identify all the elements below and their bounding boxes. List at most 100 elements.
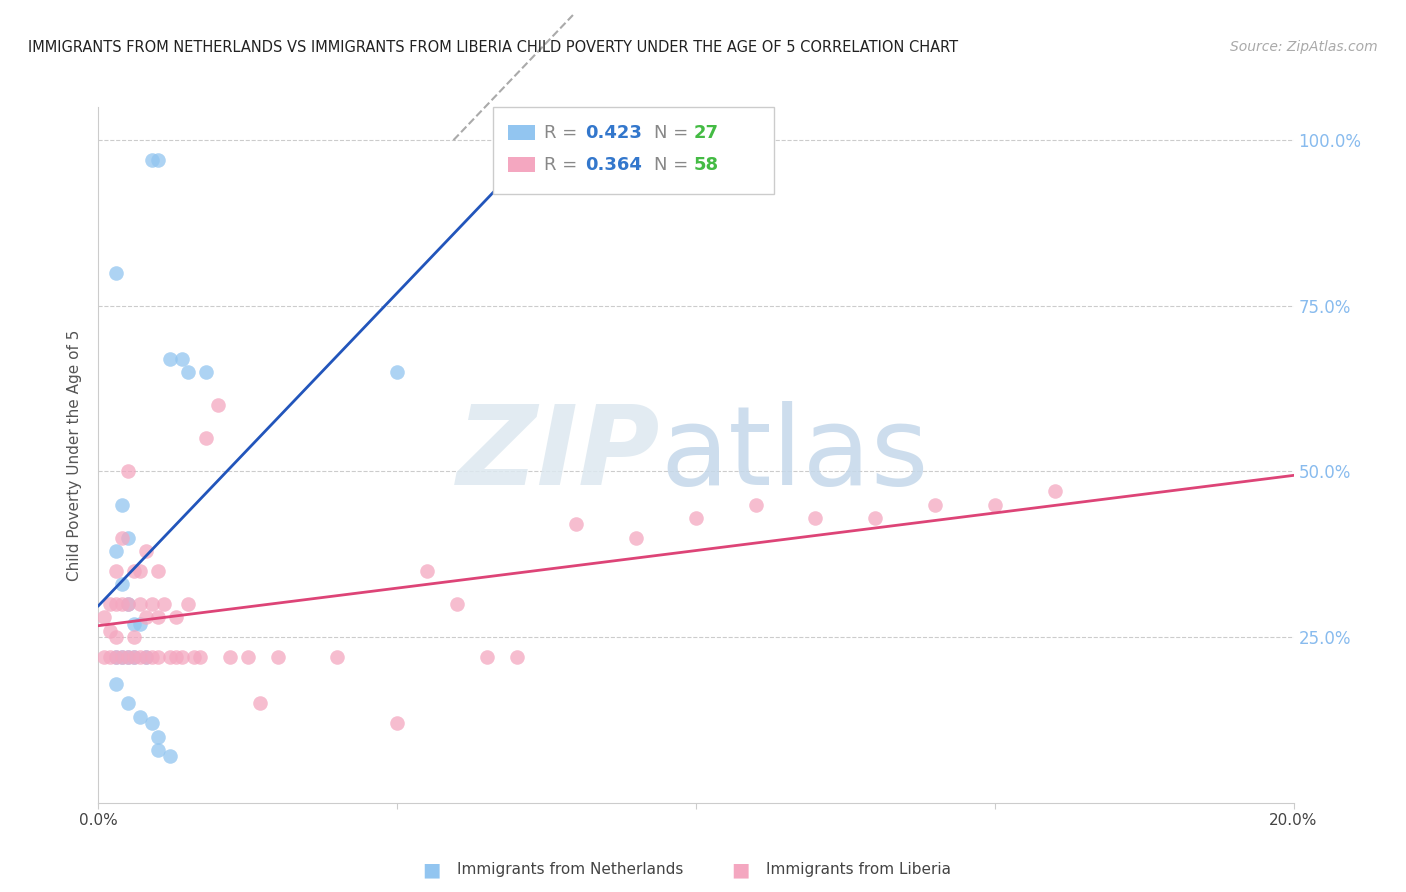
Point — [135, 544, 157, 558]
Point — [129, 616, 152, 631]
Point — [165, 610, 187, 624]
Point — [159, 749, 181, 764]
Point — [98, 624, 122, 638]
Point — [984, 498, 1007, 512]
Point — [105, 544, 128, 558]
Point — [105, 630, 128, 644]
Point — [924, 498, 946, 512]
Point — [475, 650, 498, 665]
Point — [98, 650, 122, 665]
Point — [446, 597, 468, 611]
Text: N =: N = — [654, 156, 695, 174]
Point — [117, 465, 139, 479]
Point — [141, 597, 163, 611]
Point — [129, 597, 152, 611]
Point — [124, 616, 146, 631]
Text: atlas: atlas — [661, 401, 928, 508]
Text: Source: ZipAtlas.com: Source: ZipAtlas.com — [1230, 40, 1378, 54]
FancyBboxPatch shape — [509, 157, 534, 172]
Point — [148, 743, 170, 757]
Point — [249, 697, 271, 711]
Point — [141, 650, 163, 665]
Point — [148, 730, 170, 744]
Point — [105, 650, 128, 665]
Point — [148, 153, 170, 167]
Point — [506, 650, 529, 665]
Point — [105, 676, 128, 690]
Point — [172, 351, 194, 366]
Point — [129, 650, 152, 665]
Text: ■: ■ — [731, 860, 749, 880]
Point — [105, 564, 128, 578]
Point — [117, 650, 139, 665]
Point — [111, 650, 134, 665]
Point — [135, 610, 157, 624]
Point — [148, 564, 170, 578]
Point — [111, 498, 134, 512]
Point — [685, 511, 707, 525]
Point — [124, 630, 146, 644]
Point — [165, 650, 187, 665]
Point — [117, 597, 139, 611]
Point — [745, 498, 768, 512]
Point — [236, 650, 259, 665]
Point — [565, 517, 588, 532]
Point — [117, 597, 139, 611]
FancyBboxPatch shape — [494, 107, 773, 194]
FancyBboxPatch shape — [509, 125, 534, 140]
Text: R =: R = — [544, 124, 583, 142]
Point — [385, 716, 409, 731]
Y-axis label: Child Poverty Under the Age of 5: Child Poverty Under the Age of 5 — [67, 329, 83, 581]
Point — [267, 650, 290, 665]
Point — [416, 564, 439, 578]
Text: 58: 58 — [693, 156, 718, 174]
Point — [153, 597, 176, 611]
Point — [159, 351, 181, 366]
Point — [124, 650, 146, 665]
Point — [1043, 484, 1066, 499]
Point — [117, 531, 139, 545]
Point — [124, 564, 146, 578]
Point — [141, 716, 163, 731]
Point — [865, 511, 887, 525]
Text: 27: 27 — [693, 124, 718, 142]
Point — [93, 610, 115, 624]
Text: IMMIGRANTS FROM NETHERLANDS VS IMMIGRANTS FROM LIBERIA CHILD POVERTY UNDER THE A: IMMIGRANTS FROM NETHERLANDS VS IMMIGRANT… — [28, 40, 959, 55]
Point — [148, 610, 170, 624]
Point — [117, 697, 139, 711]
Point — [219, 650, 242, 665]
Point — [111, 531, 134, 545]
Point — [105, 650, 128, 665]
Text: Immigrants from Liberia: Immigrants from Liberia — [766, 863, 952, 877]
Point — [195, 365, 218, 379]
Point — [148, 650, 170, 665]
Text: ■: ■ — [422, 860, 440, 880]
Point — [626, 531, 648, 545]
Point — [195, 431, 218, 445]
Point — [111, 650, 134, 665]
Point — [159, 650, 181, 665]
Point — [111, 577, 134, 591]
Point — [326, 650, 349, 665]
Point — [804, 511, 827, 525]
Text: ZIP: ZIP — [457, 401, 661, 508]
Point — [105, 266, 128, 280]
Point — [183, 650, 205, 665]
Text: 0.423: 0.423 — [585, 124, 641, 142]
Text: R =: R = — [544, 156, 583, 174]
Point — [105, 597, 128, 611]
Point — [135, 650, 157, 665]
Point — [141, 153, 163, 167]
Text: N =: N = — [654, 124, 695, 142]
Point — [93, 650, 115, 665]
Point — [111, 597, 134, 611]
Point — [117, 650, 139, 665]
Point — [98, 597, 122, 611]
Point — [177, 597, 200, 611]
Point — [129, 709, 152, 723]
Point — [124, 650, 146, 665]
Point — [135, 650, 157, 665]
Point — [188, 650, 211, 665]
Point — [177, 365, 200, 379]
Text: 0.364: 0.364 — [585, 156, 641, 174]
